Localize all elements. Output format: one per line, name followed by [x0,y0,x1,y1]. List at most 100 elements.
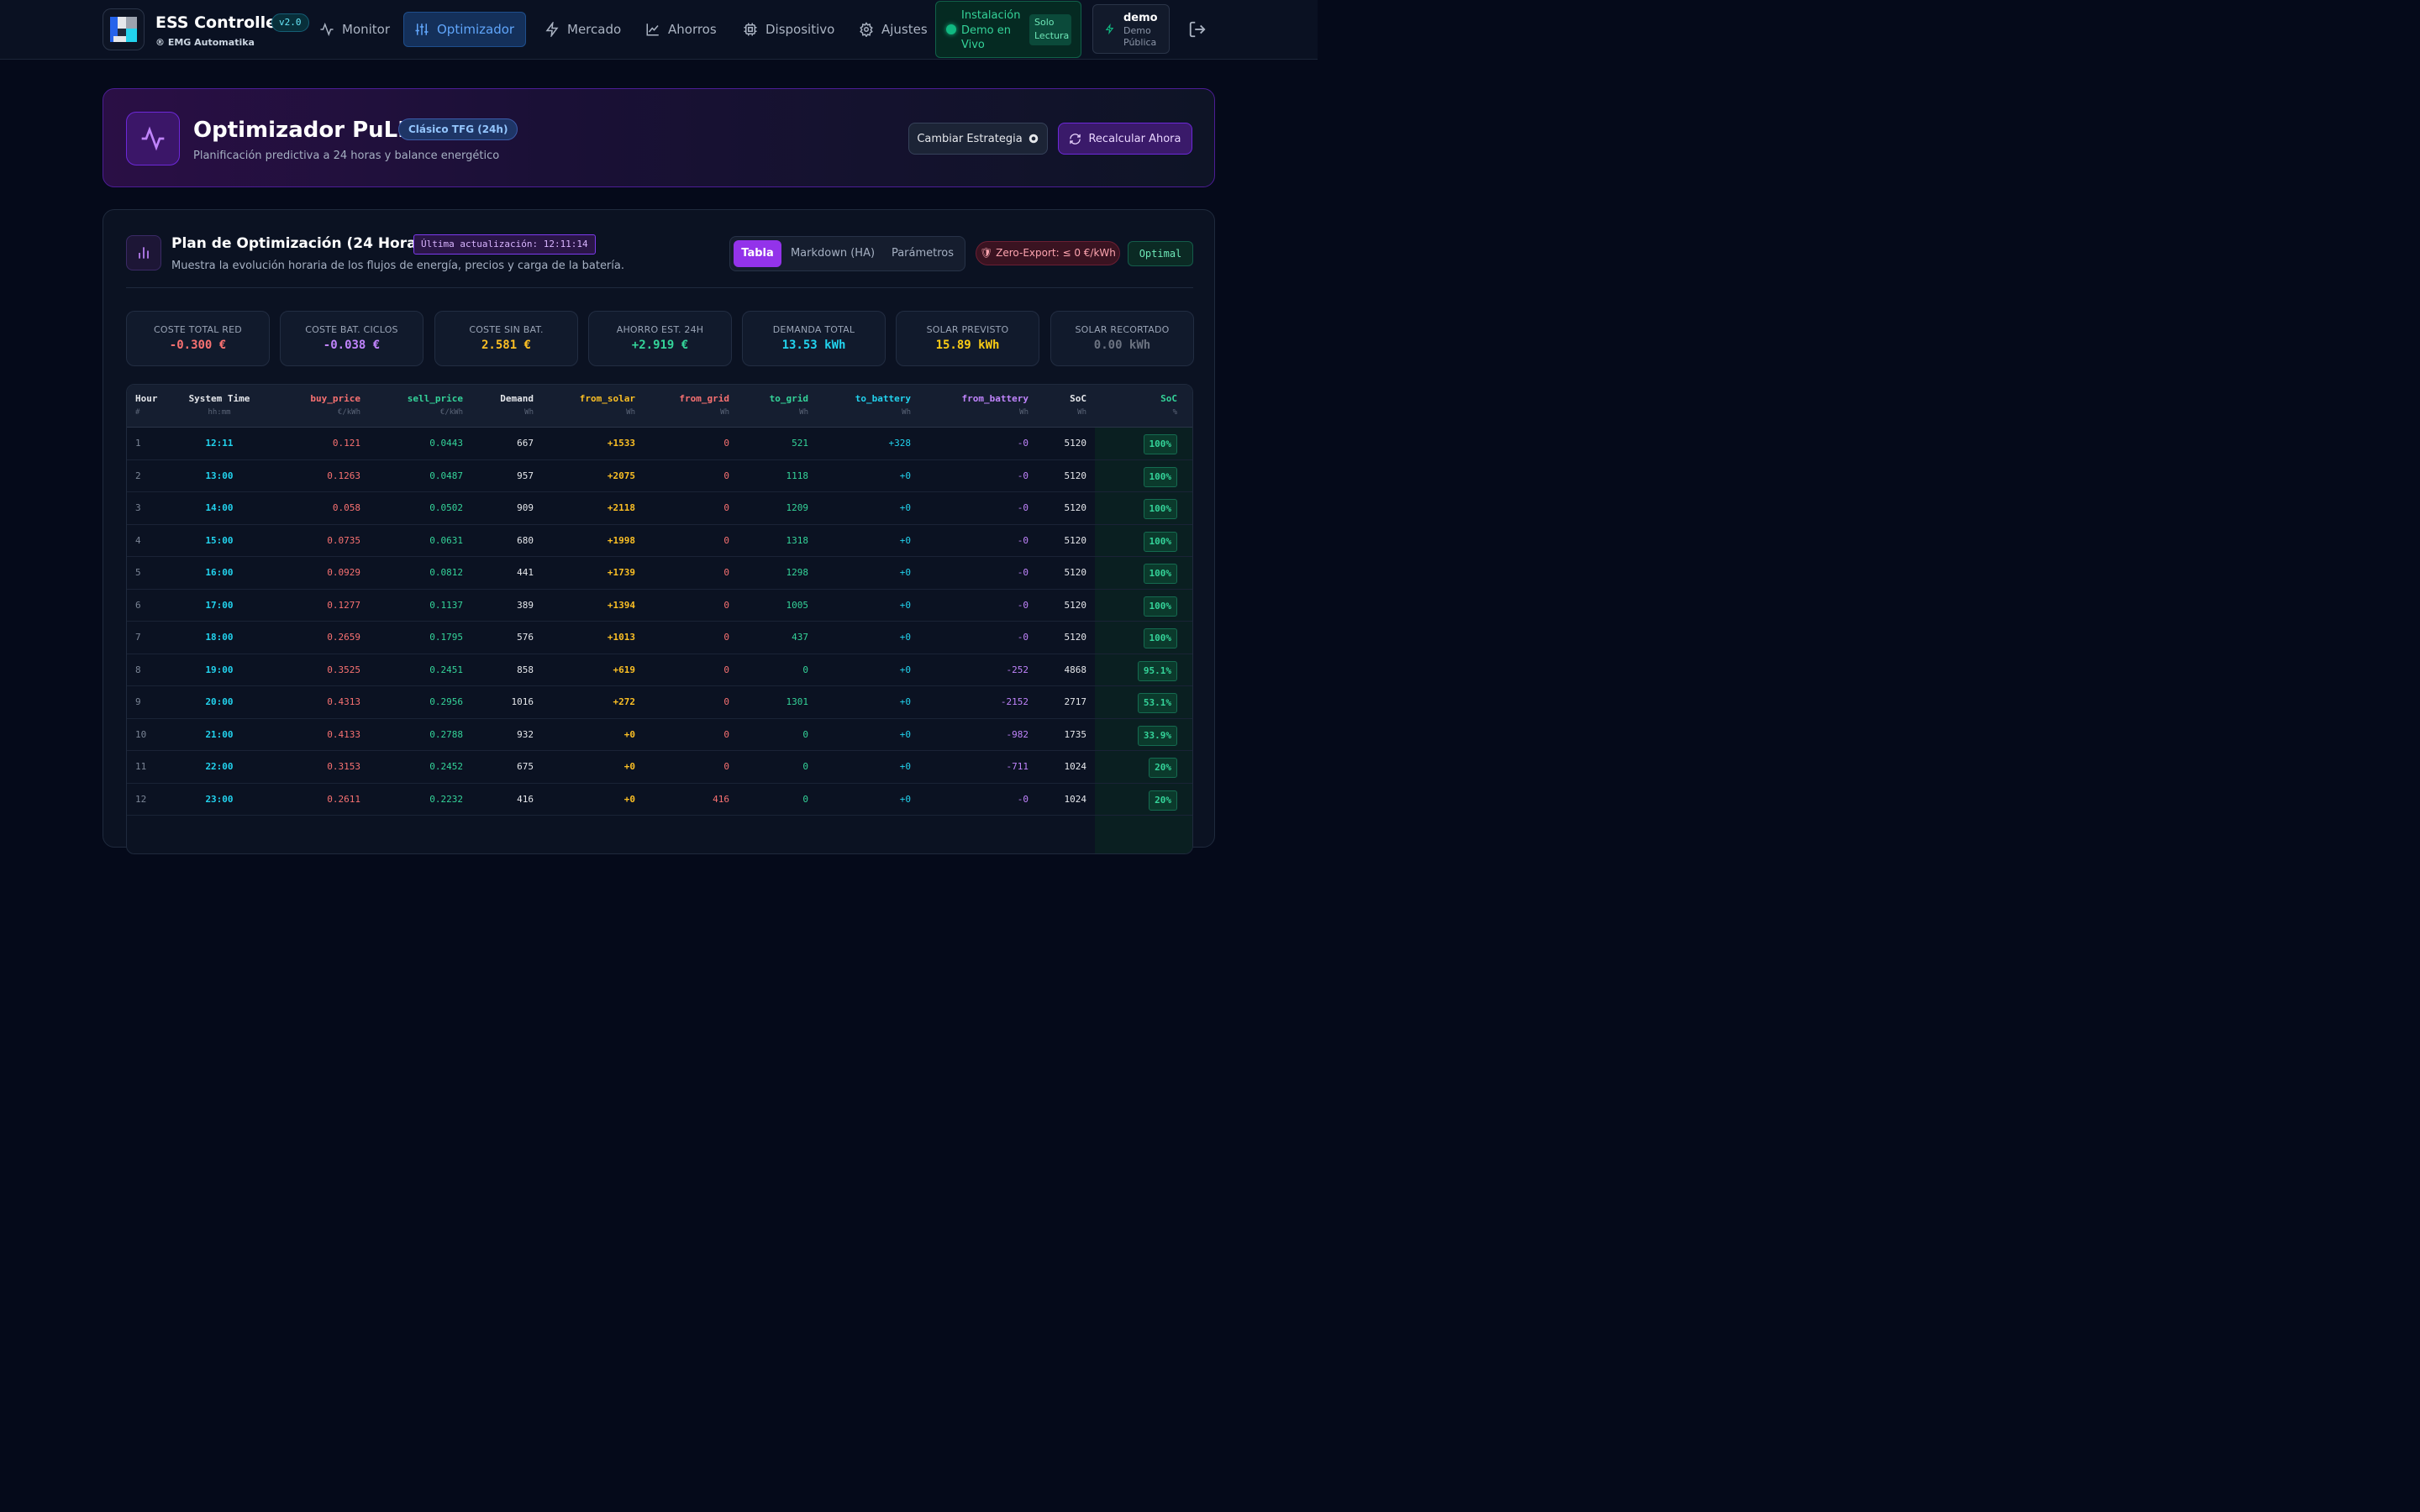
column-header[interactable]: to_battery [855,393,911,404]
table-cell: 0 [723,664,729,675]
plan-subtitle: Muestra la evolución horaria de los fluj… [171,260,624,272]
table-cell: 0.0502 [429,502,463,513]
table-cell: 0 [802,793,808,805]
nav-mercado[interactable]: Mercado [534,12,631,47]
table-cell: 22:00 [205,761,234,772]
live-install-status: Instalación Demo en Vivo Solo Lectura [935,1,1081,58]
column-header[interactable]: buy_price [310,393,360,404]
soc-percent-badge: 100% [1143,499,1177,519]
table-row[interactable]: 10 21:00 0.4133 0.2788 932 +0 0 0 +0 -982 1735 33.9… [127,719,1192,751]
kpi-label: COSTE SIN BAT. [469,324,544,335]
column-header[interactable]: Demand [500,393,534,404]
column-header[interactable]: from_battery [961,393,1028,404]
column-header[interactable]: Hour [135,393,158,404]
table-cell: 10 [135,728,147,740]
table-cell: +1013 [607,632,635,643]
column-header[interactable]: SoC [1070,393,1086,404]
table-row[interactable]: 2 13:00 0.1263 0.0487 957 +2075 0 1118 +0 -0 5120 1… [127,460,1192,492]
nav-monitor[interactable]: Monitor [309,12,400,47]
table-cell: 0.0487 [429,470,463,481]
table-cell: 21:00 [205,728,234,740]
table-cell: 0.2611 [327,793,360,805]
last-update-badge: Última actualización: 12:11:14 [413,234,596,255]
table-cell: 0.4133 [327,728,360,740]
table-cell: 1005 [786,599,809,611]
table-row[interactable]: 1 12:11 0.121 0.0443 667 +1533 0 521 +328 -0 5120 1… [127,428,1192,460]
table-cell: 5120 [1064,534,1087,546]
table-cell: 1024 [1064,761,1087,772]
column-header[interactable]: System Time [188,393,250,404]
table-cell: +0 [623,728,635,740]
table-cell: 12:11 [205,438,234,449]
table-row[interactable]: 12 23:00 0.2611 0.2232 416 +0 416 0 +0 -0 1024 20% [127,784,1192,816]
table-cell: 9 [135,696,141,707]
table-cell: 0.0631 [429,534,463,546]
solver-status-badge: Optimal [1128,241,1193,266]
logout-button[interactable] [1188,20,1207,39]
kpi-value: 0.00 kWh [1093,339,1151,352]
tab-markdown[interactable]: Markdown (HA) [790,247,876,260]
table-cell: 441 [517,567,534,578]
soc-percent-badge: 100% [1143,564,1177,584]
table-row[interactable]: 11 22:00 0.3153 0.2452 675 +0 0 0 +0 -711 1024 20% [127,751,1192,784]
live-dot-icon [946,24,956,34]
plan-title: Plan de Optimización (24 Horas) [171,235,432,252]
change-strategy-button[interactable]: Cambiar Estrategia [908,123,1048,155]
strategy-badge: Clásico TFG (24h) [398,118,518,140]
bolt-icon [1105,23,1114,37]
nav-optimizador[interactable]: Optimizador [403,12,526,47]
tab-parametros[interactable]: Parámetros [891,247,955,260]
column-unit: €/kWh [439,408,463,417]
table-row[interactable]: 5 16:00 0.0929 0.0812 441 +1739 0 1298 +0 -0 5120 1… [127,557,1192,590]
table-cell: 0 [723,470,729,481]
table-cell: 0 [802,728,808,740]
soc-percent-badge: 20% [1149,758,1177,778]
table-cell: 0.0443 [429,438,463,449]
nav-ajustes[interactable]: Ajustes [849,12,938,47]
table-cell: 4868 [1064,664,1087,675]
table-cell: +2075 [607,470,635,481]
soc-percent-badge: 100% [1143,466,1177,487]
column-header[interactable]: SoC [1160,393,1177,404]
app-title: ESS Controller [155,13,285,32]
column-header[interactable]: from_solar [579,393,635,404]
column-header[interactable]: sell_price [407,393,463,404]
table-cell: 1301 [786,696,809,707]
table-cell: 2 [135,470,141,481]
table-cell: 5120 [1064,599,1087,611]
column-header[interactable]: to_grid [769,393,808,404]
table-cell: +1739 [607,567,635,578]
status-text: Instalación Demo en Vivo [961,9,1021,51]
column-unit: Wh [524,408,534,417]
table-row[interactable]: 6 17:00 0.1277 0.1137 389 +1394 0 1005 +0 -0 5120 1… [127,590,1192,622]
table-cell: 0.1277 [327,599,360,611]
table-cell: 0 [723,599,729,611]
table-cell: 2717 [1064,696,1087,707]
table-cell: 0.2451 [429,664,463,675]
recalculate-button[interactable]: Recalcular Ahora [1058,123,1192,155]
kpi-label: COSTE TOTAL RED [154,324,242,335]
table-row[interactable]: 8 19:00 0.3525 0.2451 858 +619 0 0 +0 -252 4868 95.… [127,654,1192,686]
app-logo[interactable] [103,8,145,50]
nav-dispositivo-label: Dispositivo [765,22,835,37]
user-menu[interactable]: demo Demo Pública [1092,4,1170,54]
table-row[interactable]: 7 18:00 0.2659 0.1795 576 +1013 0 437 +0 -0 5120 10… [127,622,1192,654]
logo-icon [110,17,137,42]
soc-percent-badge: 95.1% [1137,660,1177,681]
logout-icon [1189,21,1206,38]
kpi-demanda-total: DEMANDA TOTAL 13.53 kWh [742,311,886,366]
table-cell: +0 [899,664,911,675]
soc-percent-badge: 100% [1143,628,1177,648]
table-cell: 0.058 [332,502,360,513]
table-cell: +1533 [607,438,635,449]
table-row[interactable]: 3 14:00 0.058 0.0502 909 +2118 0 1209 +0 -0 5120 10… [127,492,1192,525]
tab-tabla[interactable]: Tabla [734,240,781,267]
table-cell: -0 [1017,534,1028,546]
nav-dispositivo[interactable]: Dispositivo [733,12,844,47]
table-row[interactable]: 4 15:00 0.0735 0.0631 680 +1998 0 1318 +0 -0 5120 1… [127,525,1192,557]
table-cell: -711 [1006,761,1029,772]
nav-ahorros[interactable]: Ahorros [635,12,727,47]
column-header[interactable]: from_grid [679,393,729,404]
nav-ahorros-label: Ahorros [668,22,717,37]
table-row[interactable]: 9 20:00 0.4313 0.2956 1016 +272 0 1301 +0 -2152 27… [127,686,1192,719]
